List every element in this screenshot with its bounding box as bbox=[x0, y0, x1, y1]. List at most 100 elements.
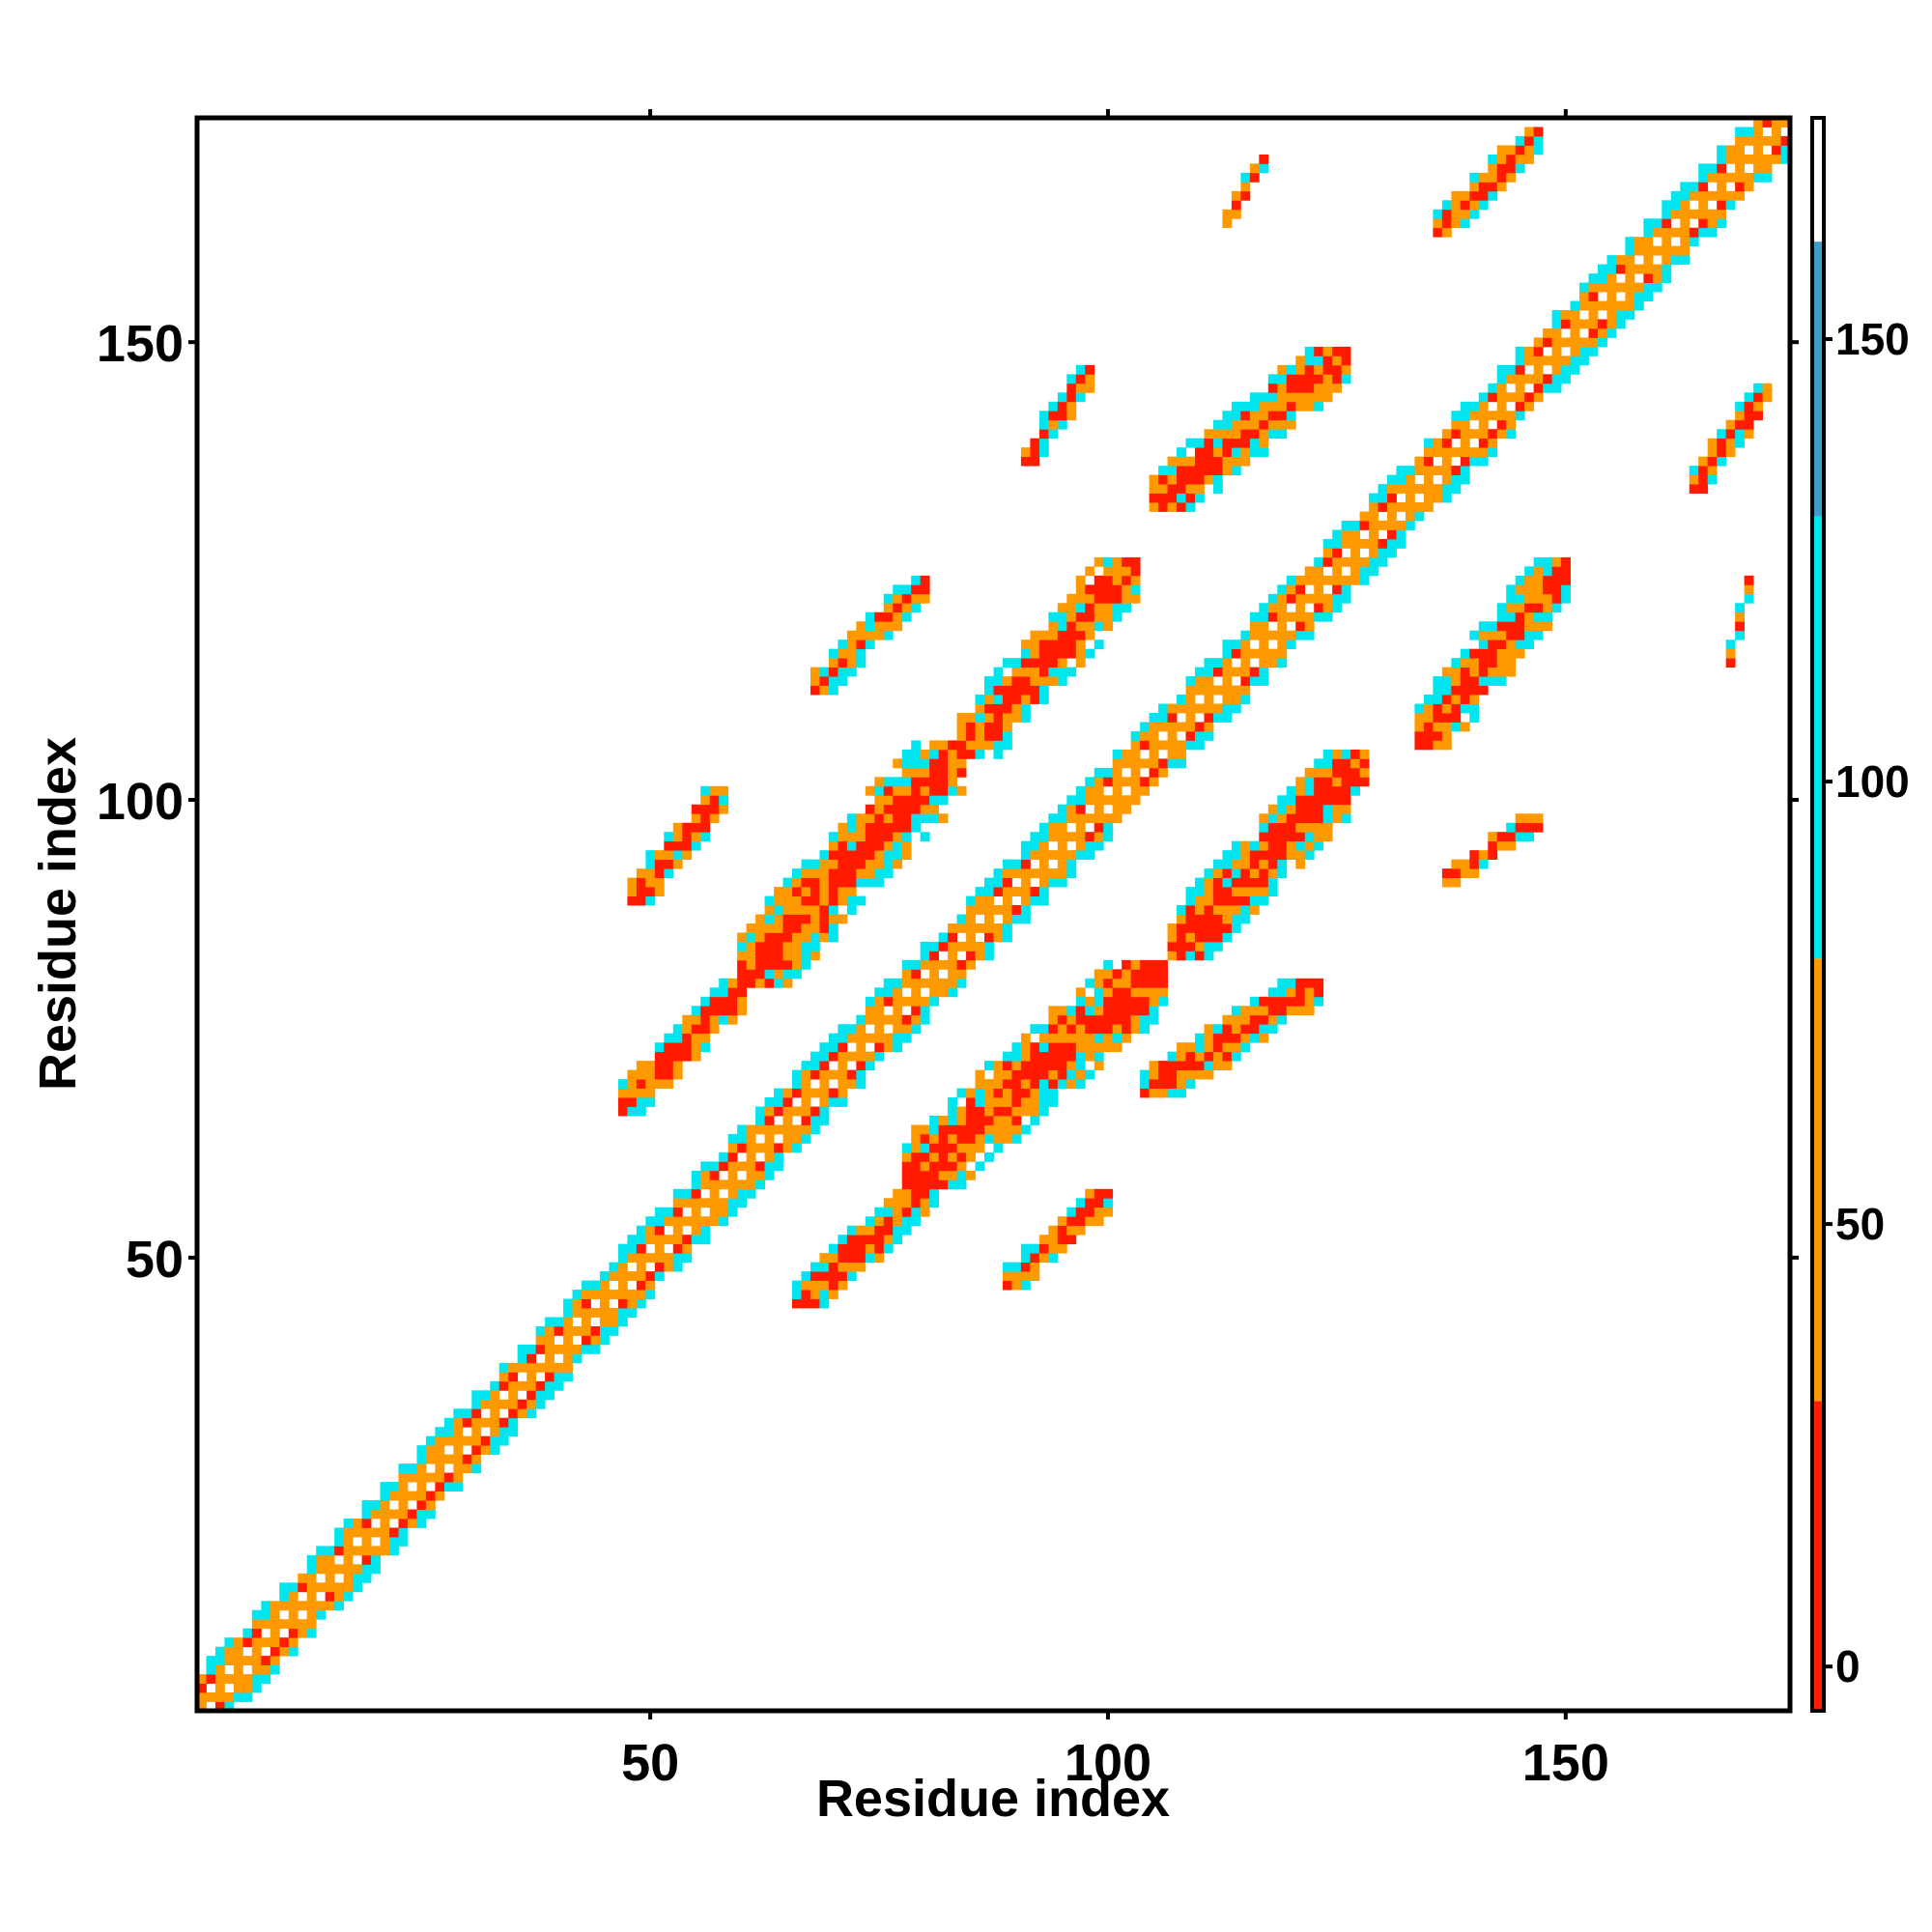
heatmap-cell bbox=[846, 1271, 857, 1281]
heatmap-cell bbox=[1433, 484, 1443, 494]
heatmap-cell bbox=[901, 1216, 912, 1227]
heatmap-cell bbox=[810, 1088, 820, 1098]
heatmap-cell bbox=[1433, 493, 1443, 503]
heatmap-cell bbox=[563, 1308, 573, 1318]
heatmap-cell bbox=[782, 1115, 793, 1125]
heatmap-cell bbox=[1277, 658, 1288, 668]
heatmap-cell bbox=[948, 978, 957, 988]
heatmap-cell bbox=[1496, 182, 1507, 192]
heatmap-cell bbox=[343, 1573, 354, 1583]
heatmap-cell bbox=[1277, 630, 1288, 640]
heatmap-cell bbox=[1496, 676, 1507, 686]
heatmap-cell bbox=[1441, 713, 1452, 723]
heatmap-cell bbox=[856, 621, 867, 632]
heatmap-cell bbox=[801, 887, 811, 896]
heatmap-cell bbox=[1249, 1024, 1260, 1035]
heatmap-cell bbox=[1020, 667, 1031, 677]
heatmap-cell bbox=[1533, 355, 1544, 366]
heatmap-cell bbox=[1662, 245, 1672, 256]
heatmap-cell bbox=[1259, 630, 1269, 640]
heatmap-cell bbox=[1524, 630, 1535, 640]
heatmap-cell bbox=[1314, 822, 1324, 833]
heatmap-cell bbox=[1231, 887, 1241, 896]
heatmap-cell bbox=[517, 1344, 527, 1354]
heatmap-cell bbox=[1350, 758, 1360, 769]
heatmap-cell bbox=[1744, 419, 1754, 430]
heatmap-cell bbox=[343, 1546, 354, 1556]
heatmap-cell bbox=[526, 1344, 537, 1354]
heatmap-cell bbox=[1496, 145, 1507, 156]
heatmap-cell bbox=[1460, 474, 1470, 485]
heatmap-cell bbox=[1167, 740, 1178, 751]
heatmap-cell bbox=[1140, 777, 1151, 787]
heatmap-cell bbox=[306, 1609, 317, 1620]
heatmap-cell bbox=[1231, 850, 1241, 861]
heatmap-cell bbox=[1185, 493, 1196, 503]
heatmap-cell bbox=[764, 923, 775, 933]
heatmap-cell bbox=[1332, 364, 1343, 375]
heatmap-cell bbox=[901, 785, 912, 796]
heatmap-cell bbox=[1441, 484, 1452, 494]
heatmap-cell bbox=[1441, 740, 1452, 751]
heatmap-cell bbox=[819, 1290, 830, 1299]
heatmap-cell bbox=[1332, 749, 1343, 759]
heatmap-cell bbox=[1460, 703, 1470, 714]
heatmap-cell bbox=[1048, 868, 1059, 878]
heatmap-cell bbox=[792, 1143, 802, 1153]
heatmap-cell bbox=[371, 1500, 381, 1510]
heatmap-cell bbox=[691, 1042, 701, 1053]
heatmap-cell bbox=[1075, 575, 1086, 585]
heatmap-cell bbox=[664, 840, 674, 851]
heatmap-cell bbox=[1194, 914, 1205, 924]
heatmap-cell bbox=[1222, 713, 1233, 723]
heatmap-cell bbox=[498, 1435, 509, 1446]
heatmap-cell bbox=[471, 1463, 482, 1473]
heatmap-cell bbox=[893, 1014, 903, 1025]
heatmap-cell bbox=[719, 804, 729, 814]
heatmap-cell bbox=[1222, 914, 1233, 924]
heatmap-cell bbox=[1744, 172, 1754, 183]
heatmap-cell bbox=[1094, 1033, 1104, 1043]
heatmap-cell bbox=[719, 1161, 729, 1172]
heatmap-cell bbox=[1048, 611, 1059, 622]
heatmap-cell bbox=[1543, 556, 1552, 567]
heatmap-cell bbox=[755, 1161, 765, 1172]
heatmap-cell bbox=[1286, 804, 1296, 814]
heatmap-cell bbox=[1030, 667, 1040, 677]
heatmap-cell bbox=[1322, 822, 1333, 833]
heatmap-cell bbox=[1625, 255, 1635, 266]
heatmap-cell bbox=[1543, 584, 1552, 595]
heatmap-cell bbox=[1249, 163, 1260, 174]
heatmap-cell bbox=[1194, 730, 1205, 741]
heatmap-cell bbox=[929, 996, 940, 1007]
heatmap-cell bbox=[920, 996, 930, 1007]
heatmap-cell bbox=[1130, 593, 1141, 604]
heatmap-cell bbox=[508, 1380, 519, 1391]
heatmap-cell bbox=[1735, 419, 1746, 430]
heatmap-cell bbox=[1717, 190, 1727, 201]
heatmap-cell bbox=[1753, 154, 1763, 164]
heatmap-cell bbox=[865, 785, 875, 796]
heatmap-cell bbox=[361, 1509, 372, 1520]
heatmap-cell bbox=[279, 1646, 290, 1657]
heatmap-cell bbox=[1177, 749, 1186, 759]
heatmap-cell bbox=[380, 1482, 390, 1492]
heatmap-cell bbox=[1212, 895, 1223, 906]
heatmap-cell bbox=[1496, 419, 1507, 430]
heatmap-cell bbox=[1488, 154, 1498, 164]
heatmap-cell bbox=[810, 895, 820, 906]
heatmap-cell bbox=[1249, 1033, 1260, 1043]
heatmap-cell bbox=[1478, 401, 1489, 412]
heatmap-cell bbox=[361, 1500, 372, 1510]
heatmap-cell bbox=[838, 639, 848, 650]
heatmap-cell bbox=[1259, 859, 1269, 869]
heatmap-cell bbox=[1680, 200, 1690, 211]
heatmap-cell bbox=[1057, 603, 1067, 613]
heatmap-cell bbox=[1002, 1262, 1012, 1272]
heatmap-cell bbox=[1506, 374, 1517, 384]
heatmap-cell bbox=[911, 1143, 922, 1153]
heatmap-cell bbox=[1597, 273, 1607, 283]
heatmap-cell bbox=[627, 1308, 638, 1318]
heatmap-cell bbox=[856, 822, 867, 833]
heatmap-cell bbox=[1259, 658, 1269, 668]
